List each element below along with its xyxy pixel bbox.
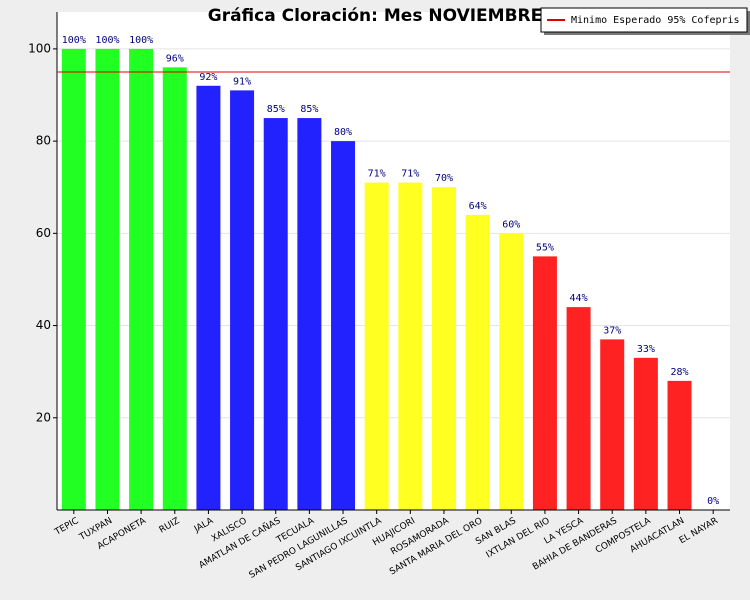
value-label: 33%: [637, 344, 655, 355]
chart-title: Gráfica Cloración: Mes NOVIEMBRE: [208, 6, 543, 26]
y-tick-label: 40: [36, 318, 51, 332]
bar: [230, 90, 255, 510]
legend: [540, 7, 748, 33]
value-label: 85%: [300, 104, 318, 115]
bar: [263, 118, 288, 511]
value-label: 71%: [368, 169, 386, 180]
y-tick-label: 20: [36, 410, 51, 424]
bar: [196, 85, 221, 511]
value-label: 37%: [603, 325, 621, 336]
bar: [532, 256, 557, 510]
value-label: 80%: [334, 127, 352, 138]
y-tick-label: 60: [36, 226, 51, 240]
y-tick-label: 100: [28, 41, 51, 55]
value-label: 0%: [707, 496, 719, 507]
bar: [499, 233, 524, 511]
value-label: 44%: [570, 293, 588, 304]
value-label: 64%: [469, 201, 487, 212]
bar: [398, 182, 423, 510]
value-label: 96%: [166, 53, 184, 64]
bar: [431, 187, 456, 510]
value-label: 100%: [62, 35, 86, 46]
y-tick-label: 80: [36, 134, 51, 148]
value-label: 92%: [199, 72, 217, 83]
value-label: 70%: [435, 173, 453, 184]
value-label: 100%: [95, 35, 119, 46]
legend-label: Minimo Esperado 95% Cofepris: [571, 15, 740, 26]
bar: [297, 118, 322, 511]
value-label: 100%: [129, 35, 153, 46]
bar: [667, 380, 692, 510]
bar: [331, 141, 356, 510]
plot-area: [57, 12, 730, 510]
bar: [364, 182, 389, 510]
bar: [600, 339, 625, 510]
value-label: 60%: [502, 219, 520, 230]
value-label: 91%: [233, 76, 251, 87]
value-label: 85%: [267, 104, 285, 115]
bar: [566, 307, 591, 510]
value-label: 71%: [401, 169, 419, 180]
bar: [465, 214, 490, 510]
value-label: 55%: [536, 242, 554, 253]
bar: [633, 357, 658, 510]
bar: [162, 67, 187, 510]
value-label: 28%: [670, 367, 688, 378]
bar: [95, 48, 120, 511]
bar: [61, 48, 86, 511]
bar: [129, 48, 154, 511]
